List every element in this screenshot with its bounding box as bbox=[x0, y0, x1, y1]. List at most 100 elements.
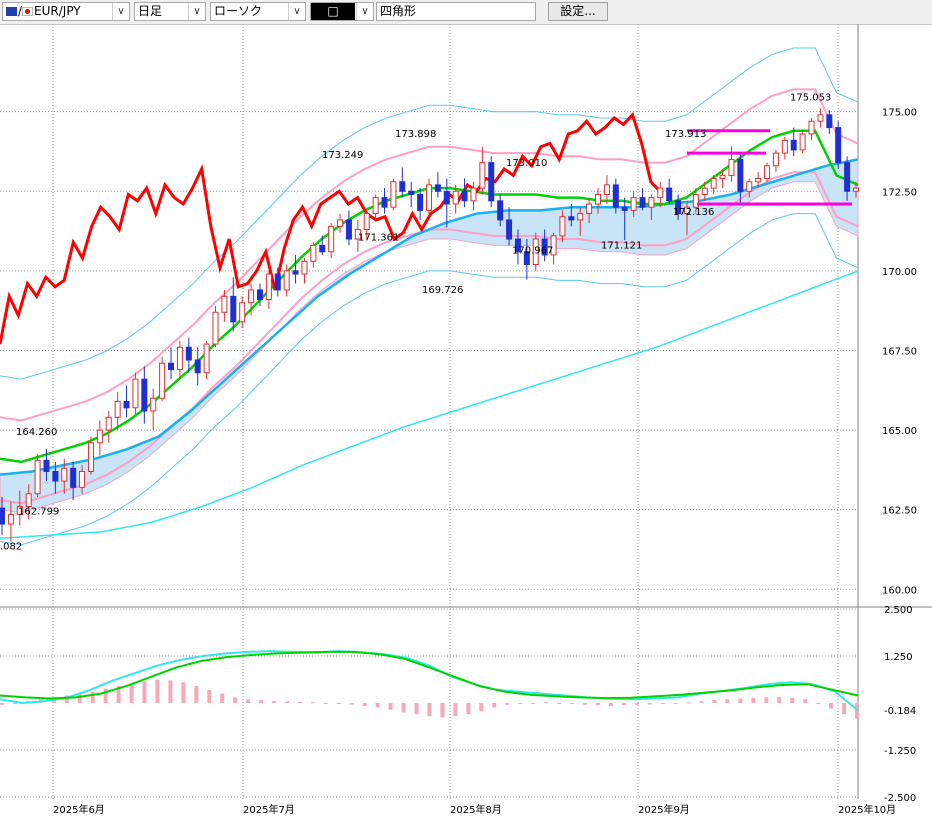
macd-bar bbox=[207, 689, 212, 703]
candles bbox=[0, 108, 859, 542]
candle-bull bbox=[470, 187, 477, 202]
candle-bear bbox=[70, 467, 77, 488]
price-annotation: 173.249 bbox=[322, 150, 363, 161]
candle-bear bbox=[461, 190, 468, 202]
candle-bull bbox=[203, 343, 210, 374]
candle-bull bbox=[96, 429, 103, 444]
settings-button[interactable]: 設定... bbox=[548, 2, 608, 21]
candle-bear bbox=[256, 289, 263, 301]
price-annotation: 173.010 bbox=[506, 158, 547, 169]
macd-bar bbox=[375, 703, 380, 708]
candle-bear bbox=[790, 139, 797, 151]
candle-bear bbox=[835, 127, 842, 164]
macd-bar bbox=[790, 697, 795, 703]
price-tick-label: 165.00 bbox=[882, 426, 917, 437]
macd-bar bbox=[582, 703, 587, 705]
candle-bull bbox=[132, 378, 139, 409]
chart-area[interactable]: 164.260162.799.082173.249173.898171.3611… bbox=[0, 24, 932, 817]
axes: 175.00 172.50 170.00 167.50 165.00 162.50 160.… bbox=[53, 108, 917, 816]
rectangle-markers[interactable] bbox=[687, 129, 852, 206]
candle-bear bbox=[612, 184, 619, 208]
macd-bar bbox=[764, 697, 769, 703]
timeframe-label: 日足 bbox=[138, 4, 163, 18]
candle-bull bbox=[248, 289, 255, 304]
macd-bar bbox=[414, 703, 419, 715]
candle-bear bbox=[381, 197, 388, 208]
macd-bar bbox=[246, 699, 251, 703]
price-tick-label: 162.50 bbox=[882, 506, 917, 517]
macd-bar bbox=[168, 680, 173, 703]
price-tick-label: 175.00 bbox=[882, 108, 917, 119]
candle-bull bbox=[363, 213, 370, 230]
macd-bar bbox=[116, 686, 121, 703]
candle-bear bbox=[168, 362, 175, 371]
candle-bull bbox=[114, 400, 121, 418]
candle-bear bbox=[568, 216, 575, 221]
candle-bear bbox=[523, 251, 530, 266]
candle-bull bbox=[372, 197, 379, 215]
price-annotation: 173.913 bbox=[665, 129, 706, 140]
candle-bear bbox=[141, 378, 148, 412]
candle-bull bbox=[808, 120, 815, 135]
candle-bull bbox=[212, 311, 219, 345]
shape-name-field[interactable]: 四角形 bbox=[376, 2, 536, 21]
macd-bar bbox=[816, 703, 821, 704]
candle-bull bbox=[657, 187, 664, 199]
lagging-line bbox=[0, 112, 662, 345]
chart-style-select[interactable]: ローソク ∨ bbox=[210, 2, 306, 21]
candle-bull bbox=[559, 216, 566, 237]
date-tick-label: 2025年8月 bbox=[450, 803, 502, 816]
candle-bear bbox=[194, 359, 201, 374]
candle-bull bbox=[16, 505, 23, 515]
date-tick-label: 2025年7月 bbox=[243, 803, 295, 816]
candle-bull bbox=[853, 187, 859, 192]
candle-bull bbox=[728, 158, 735, 176]
macd-bar bbox=[77, 693, 82, 703]
draw-tool-select[interactable]: □ ∨ bbox=[310, 2, 374, 21]
price-annotations: 164.260 162.799 .082 173.249 173.898 171.361 1… bbox=[0, 93, 831, 553]
macd-bar bbox=[570, 703, 574, 704]
macd-bar bbox=[142, 681, 147, 703]
candle-bear bbox=[639, 197, 646, 208]
candle-bull bbox=[25, 493, 32, 507]
candle-bull bbox=[701, 187, 708, 195]
price-annotation: 172.136 bbox=[673, 207, 714, 218]
candle-bull bbox=[79, 470, 86, 488]
candle-bull bbox=[746, 181, 753, 192]
candle-bull bbox=[354, 228, 361, 240]
symbol-select[interactable]: / EUR/JPY ∨ bbox=[2, 2, 130, 21]
candle-bear bbox=[621, 206, 628, 211]
chevron-down-icon[interactable]: ∨ bbox=[356, 3, 373, 20]
macd-bar bbox=[466, 703, 471, 715]
price-annotation: 171.121 bbox=[601, 241, 642, 252]
macd-bar bbox=[220, 693, 225, 703]
osc-tick-label: -1.250 bbox=[884, 746, 916, 757]
price-annotation: 170.967 bbox=[512, 245, 553, 256]
macd-bar bbox=[725, 699, 730, 703]
date-tick-label: 2025年10月 bbox=[838, 803, 896, 816]
macd-bar bbox=[544, 702, 549, 704]
price-annotation: 169.726 bbox=[422, 285, 463, 296]
macd-bar bbox=[259, 699, 264, 703]
candle-bull bbox=[595, 193, 602, 205]
timeframe-select[interactable]: 日足 ∨ bbox=[134, 2, 206, 21]
price-annotation: 175.053 bbox=[790, 93, 831, 104]
candle-bear bbox=[274, 273, 281, 291]
symbol-label: EUR/JPY bbox=[34, 4, 81, 18]
chart-style-label: ローソク bbox=[214, 4, 263, 18]
macd-bar bbox=[12, 703, 17, 704]
candle-bull bbox=[221, 295, 228, 313]
candle-bear bbox=[345, 219, 352, 240]
candle-bull bbox=[426, 184, 432, 211]
macd-bar bbox=[492, 703, 497, 708]
macd-bar bbox=[427, 703, 432, 717]
candle-bull bbox=[390, 181, 397, 208]
candle-bull bbox=[781, 139, 788, 154]
candle-bull bbox=[159, 362, 166, 399]
macd-bar bbox=[272, 701, 277, 703]
chevron-down-icon[interactable]: ∨ bbox=[112, 3, 129, 20]
macd-bar bbox=[479, 703, 484, 712]
chevron-down-icon[interactable]: ∨ bbox=[188, 3, 205, 20]
chevron-down-icon[interactable]: ∨ bbox=[288, 3, 305, 20]
osc-tick-label: 2.500 bbox=[884, 605, 913, 616]
